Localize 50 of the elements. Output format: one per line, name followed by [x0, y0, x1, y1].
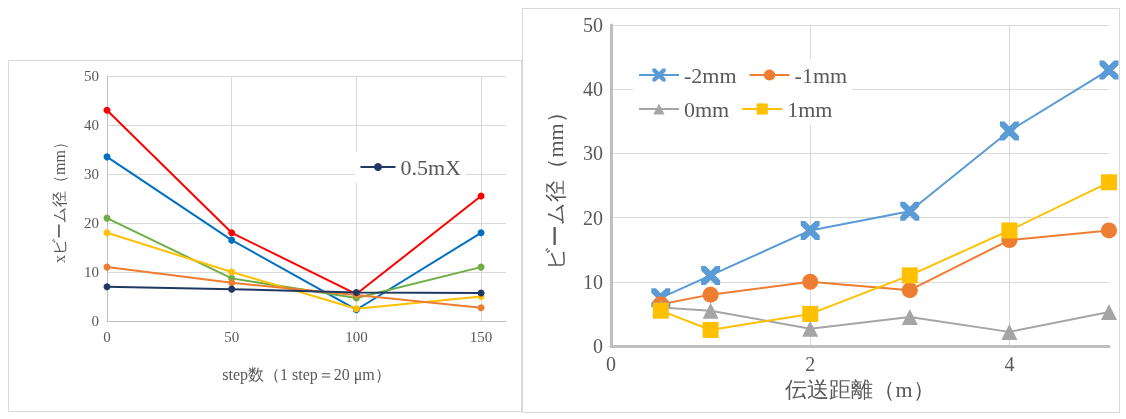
- point: [901, 282, 918, 299]
- point: [228, 279, 236, 287]
- y-axis-title: xビーム径（mm）: [50, 134, 68, 263]
- point: [702, 321, 719, 338]
- point: [1001, 323, 1018, 340]
- y-tick-label: 10: [84, 264, 99, 280]
- legend-label: 0mm: [684, 96, 730, 122]
- y-tick-label: 50: [84, 68, 99, 84]
- point: [1101, 174, 1117, 191]
- point: [702, 302, 719, 319]
- point: [702, 286, 719, 303]
- x-tick-label: 2: [805, 353, 816, 375]
- legend-label: 0.5mX: [400, 154, 462, 180]
- x-tick-label: 0: [103, 328, 111, 345]
- y-tick-label: 30: [84, 166, 99, 182]
- legend-label: -2mm: [684, 62, 737, 88]
- point: [1001, 222, 1018, 239]
- point: [901, 309, 918, 326]
- x-tick-label: 150: [469, 328, 493, 345]
- point: [228, 236, 236, 244]
- point: [901, 267, 918, 284]
- legend-label: -1mm: [794, 62, 848, 88]
- y-tick-label: 30: [583, 142, 603, 165]
- y-tick-label: 20: [84, 215, 99, 231]
- y-tick-label: 50: [583, 14, 603, 36]
- point: [477, 304, 485, 312]
- point: [1101, 222, 1117, 239]
- x-axis-title: step数（1 step＝20 μm）: [222, 365, 391, 384]
- y-tick-label: 0: [91, 313, 99, 329]
- point: [103, 283, 111, 291]
- x-tick-label: 100: [345, 328, 368, 345]
- x-axis-title: 伝送距離（m）: [785, 377, 935, 403]
- y-tick-label: 40: [84, 117, 99, 133]
- y-tick-label: 10: [583, 270, 603, 293]
- y-axis-title: ビーム径（mm）: [542, 101, 568, 270]
- point: [103, 229, 111, 237]
- x-tick-label: 50: [224, 328, 240, 345]
- point: [477, 229, 485, 237]
- point: [802, 320, 819, 337]
- point: [228, 229, 236, 237]
- point: [228, 268, 236, 276]
- y-tick-label: 40: [583, 78, 603, 101]
- point: [802, 305, 819, 322]
- x-tick-label: 4: [1004, 353, 1015, 375]
- point: [802, 273, 819, 290]
- point: [228, 285, 236, 293]
- legend-label: 1mm: [787, 96, 833, 122]
- point: [1101, 303, 1117, 320]
- y-tick-label: 20: [583, 206, 603, 229]
- point: [103, 106, 111, 114]
